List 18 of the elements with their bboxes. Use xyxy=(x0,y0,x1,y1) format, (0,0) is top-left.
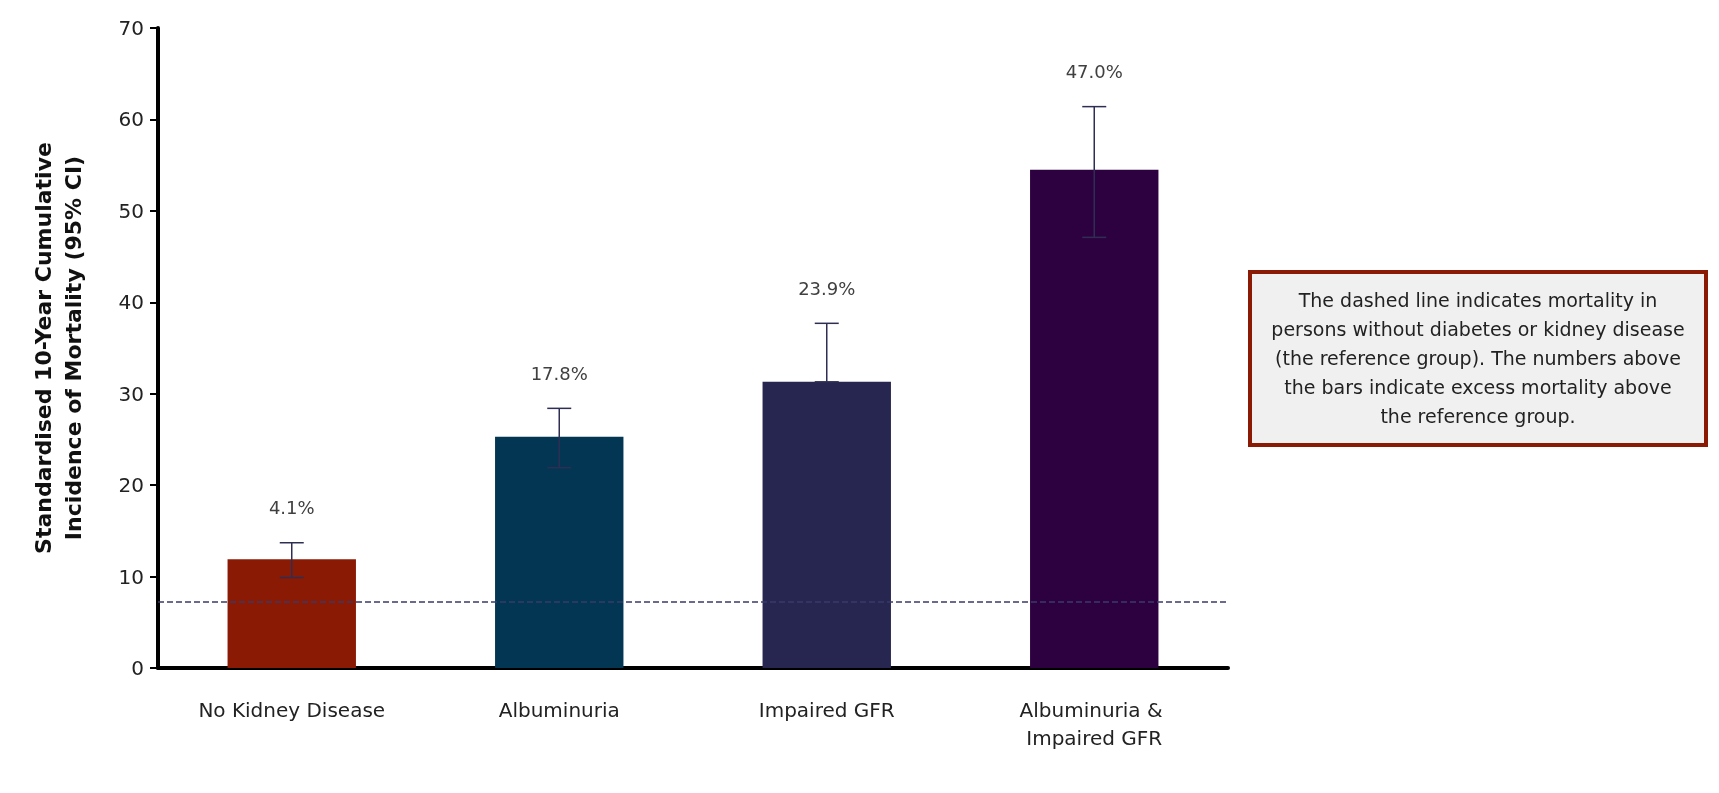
x-tick-label: Albuminuria & Impaired GFR xyxy=(1019,698,1169,750)
y-tick-label: 10 xyxy=(118,564,144,589)
y-axis-title: Standardised 10-Year Cumulative Incidence of Mortality (95% CI) xyxy=(30,142,86,554)
annotation: 47.0% xyxy=(1065,61,1123,83)
annotation: 23.9% xyxy=(798,277,856,299)
y-tick-label: 20 xyxy=(118,473,144,498)
y-tick-label: 40 xyxy=(118,290,144,315)
y-tick-label: 50 xyxy=(118,198,144,223)
x-tick-label: No Kidney Disease xyxy=(198,698,386,722)
annotation: 4.1% xyxy=(268,497,315,519)
x-tick-label: Impaired GFR xyxy=(758,698,895,722)
y-tick-label: 60 xyxy=(118,107,144,132)
y-tick-label: 0 xyxy=(131,656,144,680)
y-tick-label: 70 xyxy=(118,16,144,40)
x-tick-label: Albuminuria xyxy=(498,698,620,722)
y-tick-label: 30 xyxy=(118,381,144,406)
text: The dashed line indicates mortality in persons without diabetes or kidney disease (the reference group). The numbers above the bars indicate excess mortality above the reference group. xyxy=(1248,270,1708,447)
annotation: 17.8% xyxy=(530,362,588,384)
